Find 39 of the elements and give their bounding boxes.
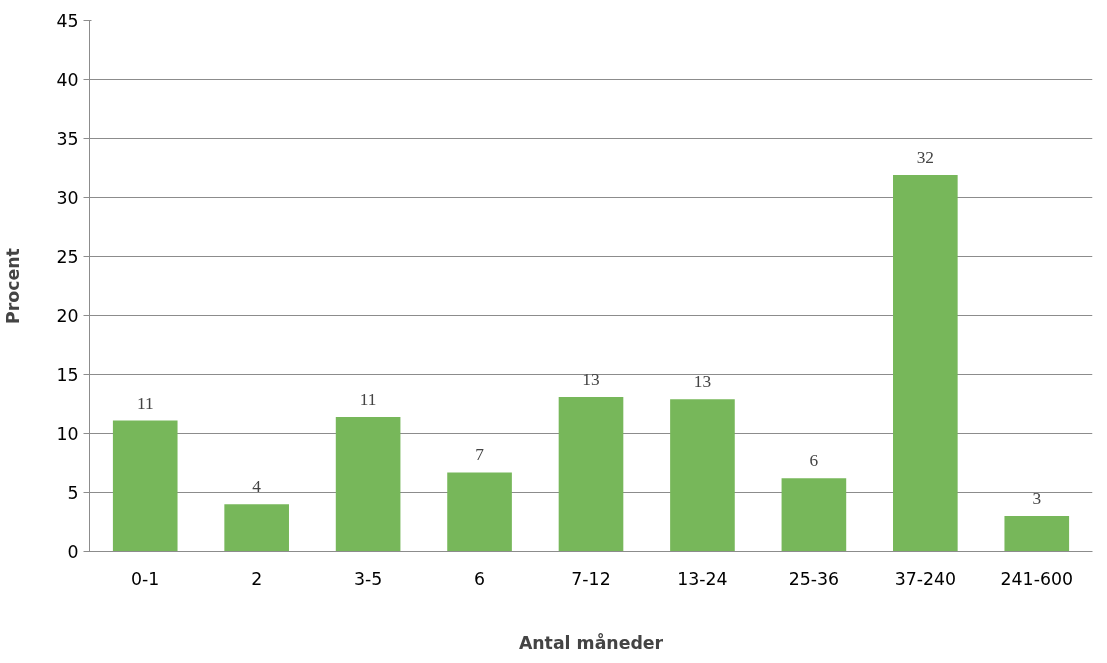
data-label: 7 <box>475 445 485 465</box>
y-axis-title: Procent <box>3 248 24 324</box>
bar <box>447 472 512 552</box>
data-label: 6 <box>809 451 819 471</box>
y-tick-label: 40 <box>56 70 79 90</box>
bar <box>224 504 289 552</box>
bar <box>1004 516 1070 552</box>
y-tick-label: 35 <box>56 129 79 149</box>
x-tick-label: 241-600 <box>1000 568 1073 589</box>
data-label: 32 <box>916 148 934 168</box>
y-tick-label: 30 <box>56 188 79 208</box>
x-tick-label: 37-240 <box>894 568 957 589</box>
y-tick-label: 25 <box>56 247 79 267</box>
data-label: 11 <box>136 393 154 413</box>
bar <box>781 478 847 552</box>
y-tick-label: 5 <box>67 483 79 503</box>
y-tick-label: 45 <box>56 11 79 31</box>
x-tick-label: 3-5 <box>353 568 383 589</box>
y-tick-label: 10 <box>56 424 79 444</box>
bar <box>893 175 958 552</box>
data-label: 4 <box>252 477 262 497</box>
y-tick-label: 0 <box>67 542 79 562</box>
x-tick-label: 25-36 <box>788 568 840 589</box>
bar <box>335 416 401 552</box>
x-tick-label: 13-24 <box>677 568 728 589</box>
bar <box>558 396 624 552</box>
bar <box>670 399 735 552</box>
x-tick-label: 0-1 <box>131 568 160 589</box>
y-tick-label: 15 <box>56 365 79 385</box>
x-tick-label: 2 <box>251 568 263 589</box>
x-tick-label: 7-12 <box>571 568 611 589</box>
data-label: 13 <box>582 369 600 389</box>
x-axis-title: Antal måneder <box>518 631 664 653</box>
data-label: 13 <box>693 372 712 392</box>
data-label: 3 <box>1032 489 1042 509</box>
x-tick-label: 6 <box>474 568 486 589</box>
data-label: 11 <box>359 389 377 409</box>
bar <box>112 420 178 552</box>
y-tick-label: 20 <box>56 306 79 326</box>
